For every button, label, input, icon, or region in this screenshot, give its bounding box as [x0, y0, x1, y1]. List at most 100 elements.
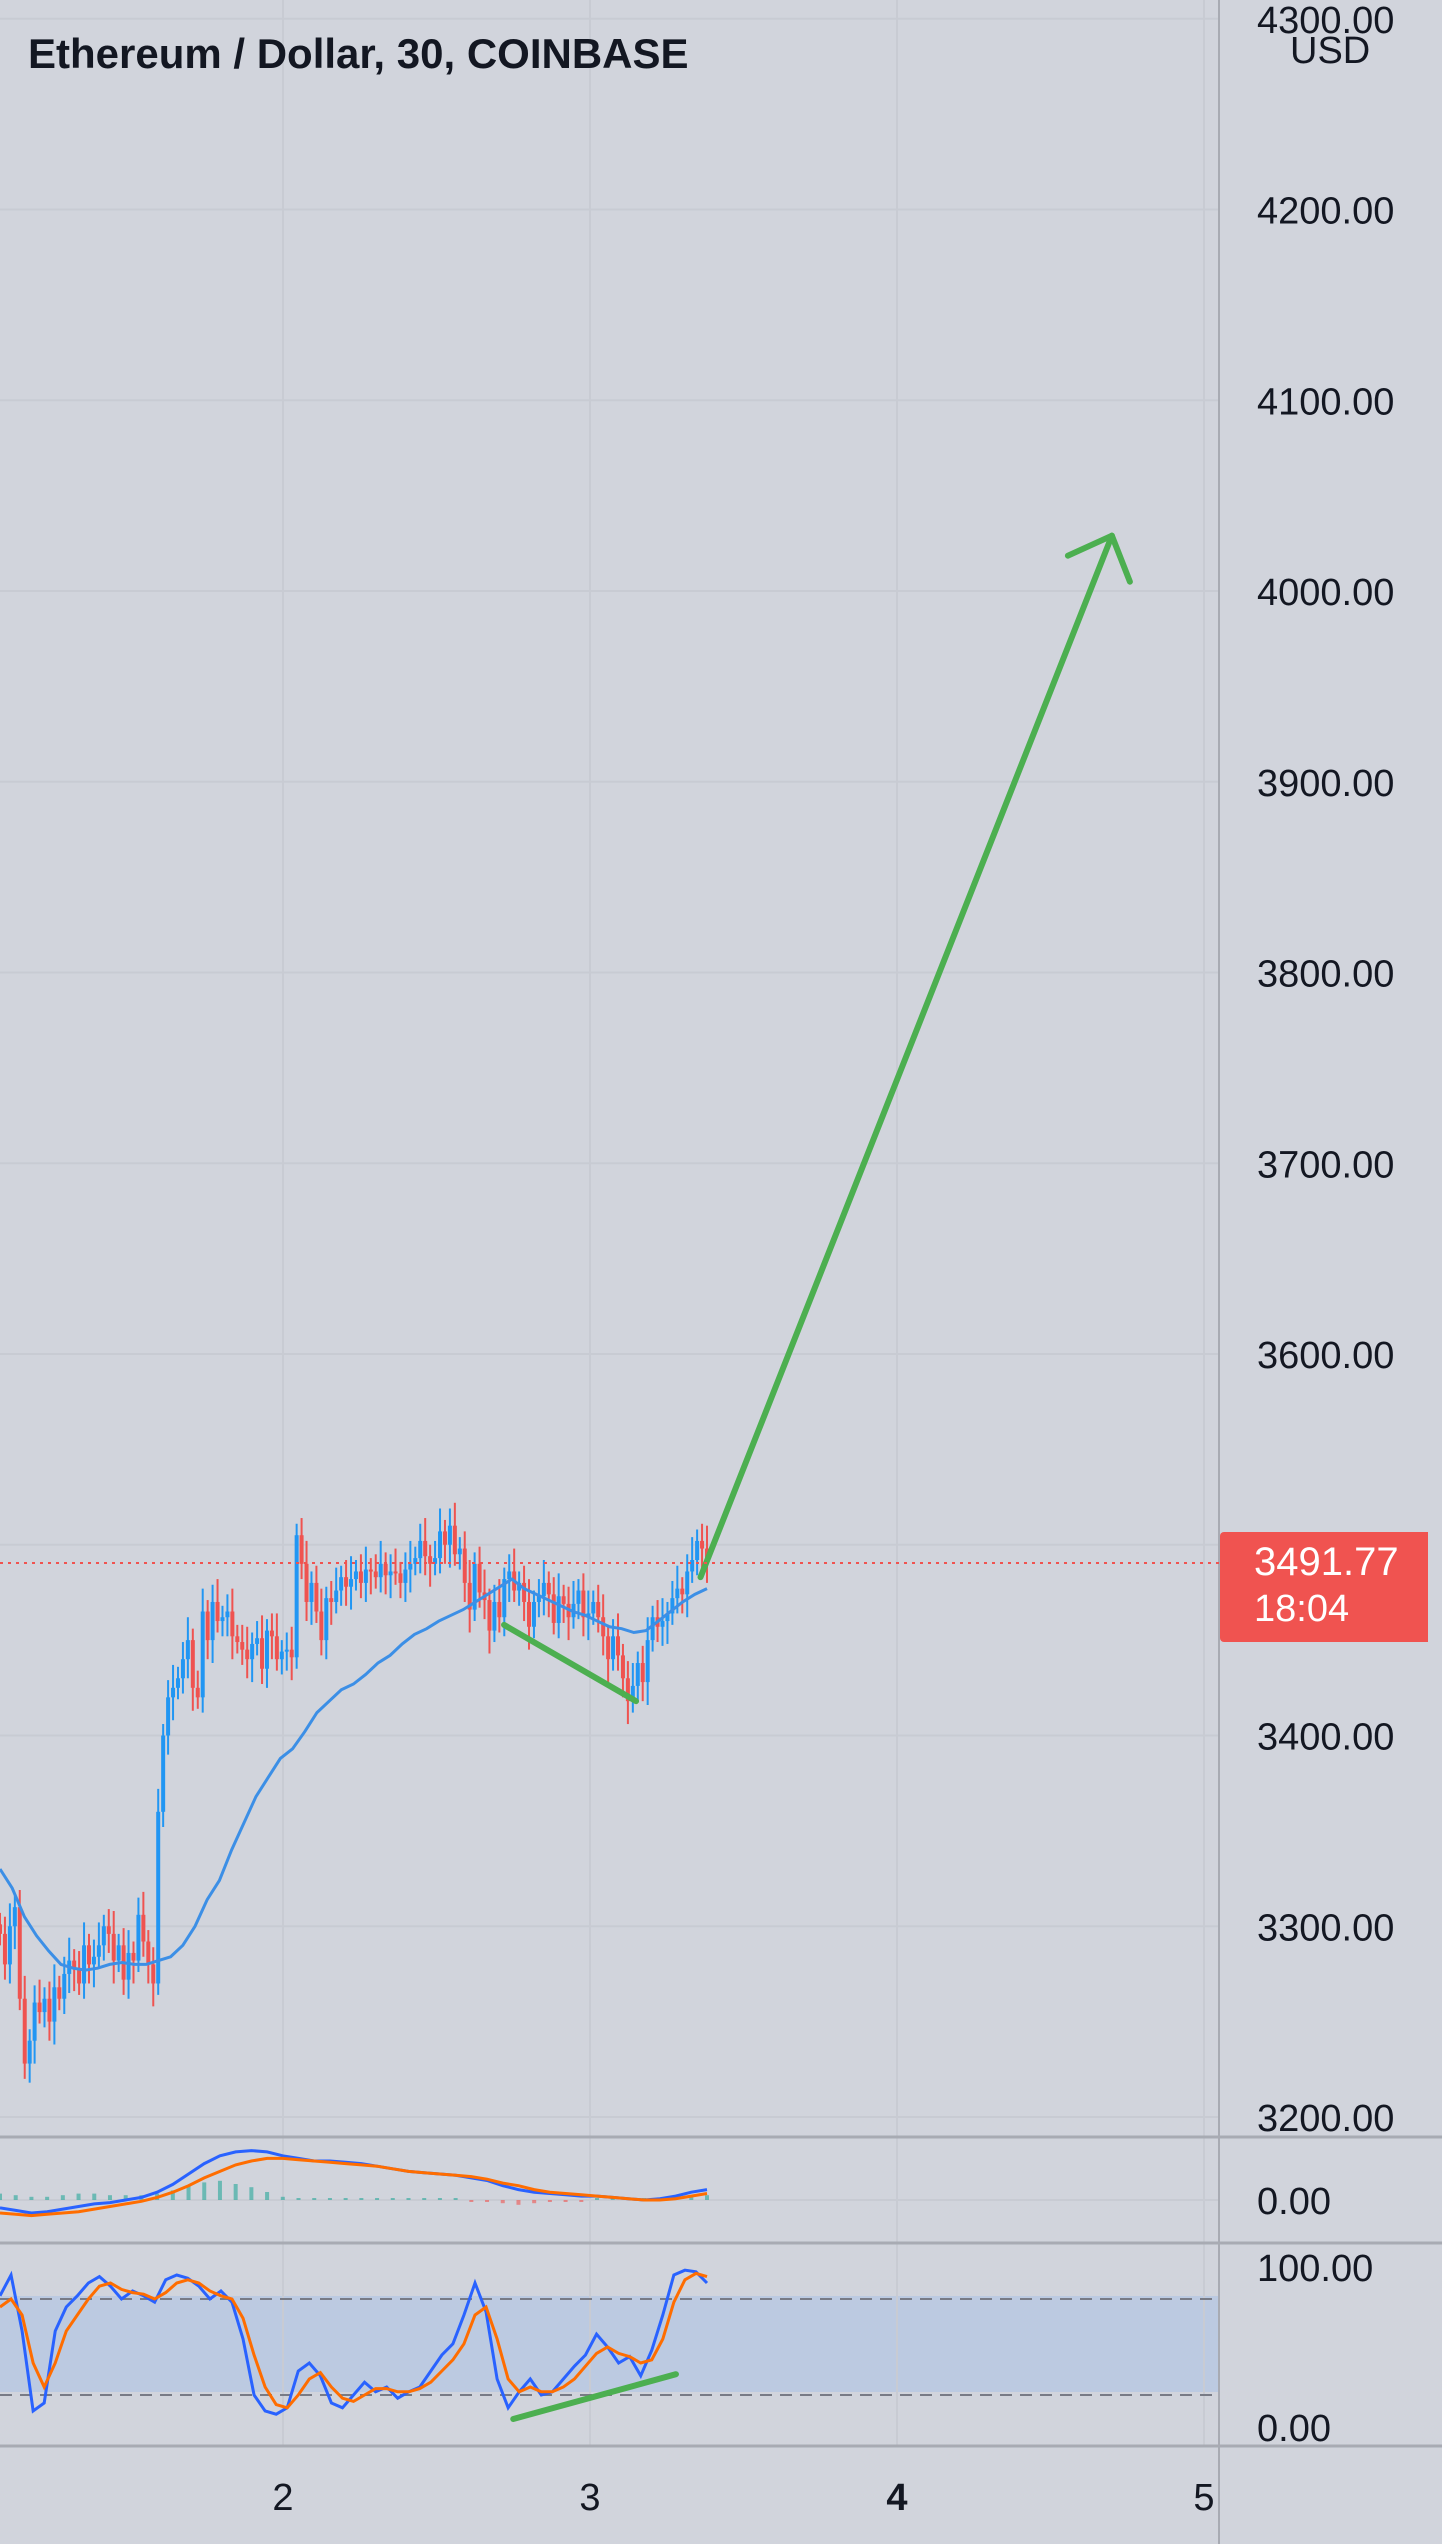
- candle-body: [616, 1636, 621, 1656]
- candle-body: [625, 1678, 630, 1702]
- candle-body: [136, 1914, 141, 1961]
- candle-body: [502, 1579, 507, 1618]
- bar-countdown: 18:04: [1254, 1588, 1350, 1630]
- candle-body: [472, 1563, 477, 1610]
- candle-body: [373, 1571, 378, 1578]
- candle-body: [82, 1945, 87, 1984]
- candle-body: [462, 1548, 467, 1583]
- candle-body: [171, 1687, 176, 1698]
- candle-body: [245, 1649, 250, 1660]
- candle-body: [57, 1987, 62, 1999]
- candle-body: [334, 1590, 339, 1602]
- candle-body: [284, 1649, 289, 1652]
- candle-body: [146, 1941, 151, 1965]
- macd-histogram-bar: [170, 2190, 175, 2200]
- trend-line-drawing: [501, 1621, 640, 1705]
- candle-body: [433, 1558, 438, 1564]
- candle-body: [166, 1697, 171, 1736]
- price-tick-label: 4000.00: [1257, 572, 1394, 614]
- candle-body: [344, 1577, 349, 1587]
- macd-histogram-bar: [343, 2198, 348, 2200]
- candle-body: [487, 1600, 492, 1631]
- candle-body: [260, 1638, 265, 1669]
- candle-body: [7, 1926, 12, 1965]
- candle-body: [156, 1811, 161, 1984]
- candle-body: [403, 1569, 408, 1583]
- candle-body: [106, 1926, 111, 1934]
- candle-body: [383, 1563, 388, 1576]
- candle-body: [368, 1569, 373, 1572]
- candle-body: [670, 1598, 675, 1614]
- candle-body: [645, 1640, 650, 1683]
- candle-body: [581, 1590, 586, 1618]
- macd-histogram-bar: [202, 2182, 207, 2200]
- candle-body: [349, 1579, 354, 1587]
- macd-histogram-bar: [437, 2198, 442, 2200]
- drawings[interactable]: [501, 532, 1133, 1705]
- candle-body: [141, 1914, 146, 1942]
- time-tick-label: 5: [1193, 2477, 1214, 2519]
- candle-body: [126, 1952, 131, 1980]
- candle-body: [665, 1613, 670, 1622]
- candle-body: [329, 1598, 334, 1602]
- symbol-title[interactable]: Ethereum / Dollar, 30, COINBASE: [28, 30, 689, 77]
- candle-body: [17, 1907, 22, 1999]
- candle-body: [620, 1655, 625, 1679]
- candle-body: [72, 1960, 77, 1969]
- price-tick-label: 3200.00: [1257, 2098, 1394, 2140]
- candle-body: [91, 1956, 96, 1965]
- time-tick-label: 4: [886, 2477, 907, 2519]
- macd-histogram-bar: [422, 2198, 427, 2200]
- candle-body: [220, 1617, 225, 1622]
- candle-body: [274, 1636, 279, 1660]
- candle-body: [185, 1640, 190, 1660]
- macd-tick-label: 0.00: [1257, 2181, 1331, 2223]
- candle-body: [27, 2040, 32, 2064]
- last-price-tag: 3491.77 18:04: [1220, 1532, 1428, 1642]
- candle-body: [423, 1540, 428, 1557]
- candle-body: [12, 1907, 17, 1927]
- candle-body: [279, 1651, 284, 1660]
- candle-body: [680, 1588, 685, 1595]
- candle-body: [358, 1571, 363, 1583]
- arrow-head-icon: [1064, 532, 1133, 585]
- candle-body: [635, 1663, 640, 1686]
- rsi-band: [0, 2296, 1219, 2392]
- candle-body: [408, 1563, 413, 1570]
- candle-body: [0, 1924, 2, 1934]
- candle-body: [690, 1560, 695, 1572]
- currency-label[interactable]: USD: [1290, 30, 1371, 72]
- candle-body: [675, 1588, 680, 1599]
- rsi-tick-label: 100.00: [1257, 2248, 1373, 2290]
- candle-body: [200, 1611, 205, 1698]
- rsi-trend-line-drawing: [510, 2371, 679, 2422]
- macd-histogram-bar: [359, 2198, 364, 2200]
- candle-body: [492, 1601, 497, 1631]
- candle-body: [556, 1596, 561, 1623]
- candle-body: [22, 1998, 27, 2064]
- candle-body: [467, 1582, 472, 1610]
- price-tick-label: 3900.00: [1257, 763, 1394, 805]
- price-tick-label: 3700.00: [1257, 1144, 1394, 1186]
- price-tick-label: 3600.00: [1257, 1335, 1394, 1377]
- candle-body: [42, 1998, 47, 2013]
- candle-body: [685, 1571, 690, 1595]
- candle-body: [497, 1601, 502, 1618]
- candle-body: [289, 1649, 294, 1658]
- candle-body: [507, 1571, 512, 1580]
- macd-histogram-bar: [45, 2196, 50, 2200]
- candle-body: [37, 2002, 42, 2013]
- macd-histogram-bar: [312, 2198, 317, 2200]
- candle-body: [111, 1933, 116, 1961]
- macd-histogram-bar: [92, 2193, 97, 2200]
- candle-body: [230, 1611, 235, 1637]
- rsi-line: [0, 2268, 709, 2416]
- candle-body: [314, 1582, 319, 1612]
- candle-body: [264, 1630, 269, 1669]
- macd-histogram-bar: [500, 2200, 505, 2204]
- candle-body: [546, 1582, 551, 1595]
- candle-body: [452, 1525, 457, 1555]
- candle-body: [630, 1685, 635, 1702]
